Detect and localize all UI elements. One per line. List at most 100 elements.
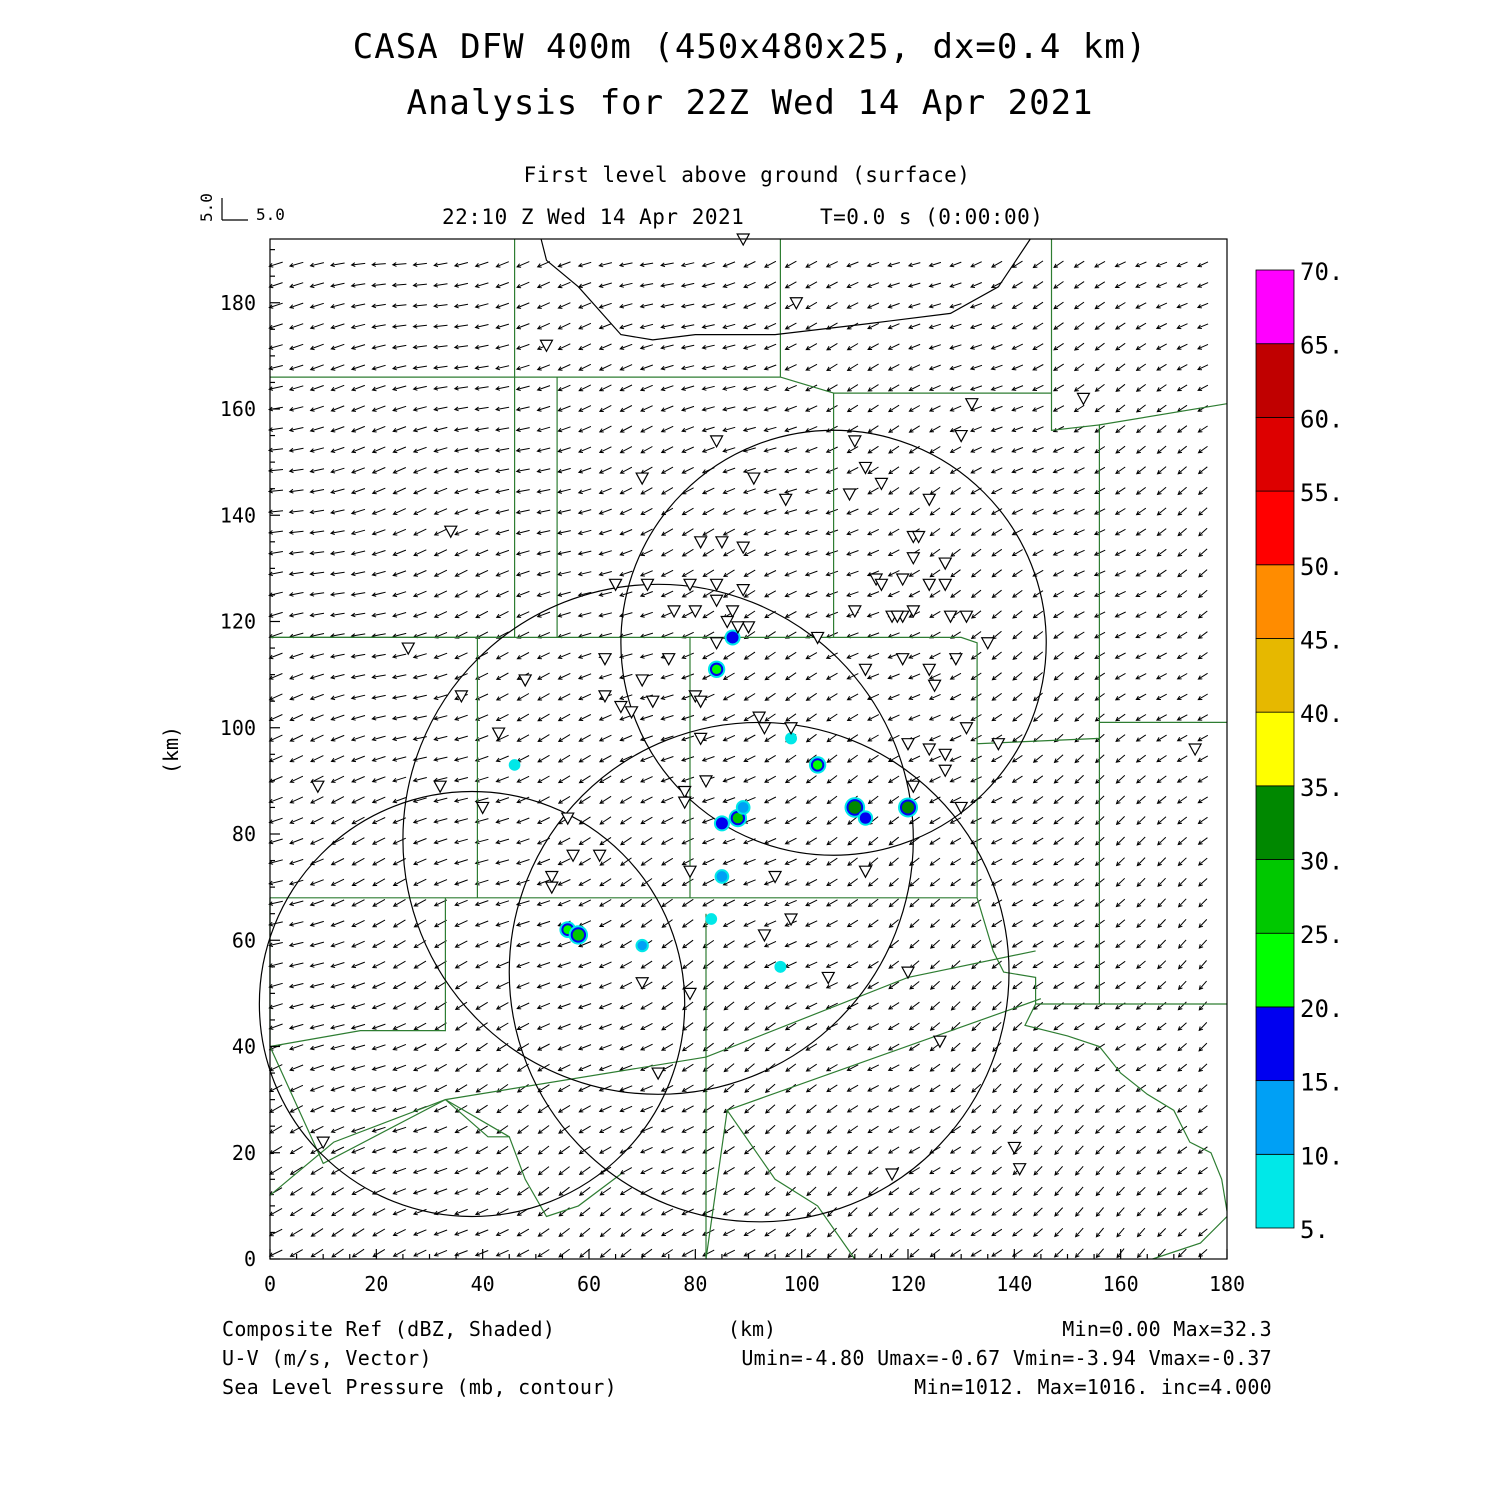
wind-vector xyxy=(785,713,797,722)
wind-vector xyxy=(1012,1083,1022,1094)
wind-vector xyxy=(330,1003,345,1009)
colorbar-swatch xyxy=(1255,269,1295,345)
wind-vector xyxy=(577,1003,592,1010)
wind-vector xyxy=(495,488,510,494)
wind-vector xyxy=(557,261,571,268)
wind-vector xyxy=(763,508,777,515)
county-boundary xyxy=(1152,1216,1228,1260)
wind-vector xyxy=(949,776,962,783)
station-marker xyxy=(401,642,416,656)
wind-vector xyxy=(412,1147,427,1154)
wind-vector xyxy=(970,446,982,453)
wind-vector xyxy=(578,302,592,309)
wind-vector xyxy=(495,427,510,432)
wind-vector xyxy=(1155,673,1167,680)
wind-vector xyxy=(578,1084,592,1092)
wind-vector xyxy=(660,756,674,762)
wind-vector xyxy=(578,363,592,371)
wind-vector xyxy=(969,323,983,330)
wind-vector xyxy=(391,303,407,309)
colorbar-swatch xyxy=(1255,1153,1295,1229)
wind-vector xyxy=(825,384,838,392)
wind-vector xyxy=(785,1248,797,1258)
wind-vector xyxy=(784,858,797,865)
wind-vector xyxy=(330,734,345,742)
wind-vector xyxy=(329,262,345,268)
wind-vector xyxy=(556,550,571,556)
wind-vector xyxy=(784,281,797,289)
station-marker xyxy=(683,987,698,1001)
wind-vector xyxy=(825,404,838,412)
wind-vector xyxy=(1198,939,1208,949)
wind-vector xyxy=(1157,857,1167,867)
wind-vector xyxy=(434,940,447,948)
wind-vector xyxy=(888,877,899,887)
wind-vector xyxy=(619,735,633,742)
wind-vector xyxy=(805,260,818,268)
wind-vector xyxy=(1197,1146,1208,1154)
colorbar-swatch xyxy=(1255,416,1295,492)
wind-vector xyxy=(888,466,900,475)
wind-vector xyxy=(991,1145,1002,1155)
plot-frame xyxy=(269,238,1228,1260)
wind-vector xyxy=(1156,363,1167,371)
wind-vector xyxy=(268,427,283,432)
wind-vector xyxy=(1177,1207,1188,1216)
wind-vector xyxy=(970,426,982,433)
wind-vector xyxy=(371,1147,386,1154)
wind-vector xyxy=(1177,960,1187,970)
wind-vector xyxy=(413,508,427,515)
vector-ref-x: 5.0 xyxy=(256,205,285,224)
axes: 0 20 40 60 80 100 120 140 160 1800204060801001201… xyxy=(220,249,1245,1296)
wind-vector xyxy=(1197,384,1209,391)
wind-vector xyxy=(268,282,283,289)
wind-vector xyxy=(1177,548,1188,557)
wind-vector xyxy=(392,591,407,598)
wind-vector xyxy=(867,445,879,454)
wind-vector xyxy=(350,571,366,577)
wind-vector xyxy=(578,1145,591,1155)
wind-vector xyxy=(763,364,777,371)
wind-vector xyxy=(701,324,715,329)
wind-vector xyxy=(578,1166,591,1176)
station-marker xyxy=(709,637,724,651)
wind-vector xyxy=(949,303,962,309)
wind-vector xyxy=(825,940,838,948)
wind-vector xyxy=(743,549,756,556)
wind-vector xyxy=(826,1104,838,1114)
station-marker xyxy=(784,913,799,927)
wind-vector xyxy=(990,817,1003,824)
wind-vector xyxy=(1033,1083,1043,1094)
wind-vector xyxy=(722,528,736,536)
wind-vector xyxy=(1073,672,1085,681)
colorbar-label: 60. xyxy=(1300,405,1343,433)
wind-vector xyxy=(1197,734,1209,742)
wind-vector xyxy=(433,838,448,845)
wind-vector xyxy=(536,817,550,824)
wind-vector xyxy=(1136,445,1146,454)
wind-vector xyxy=(806,1125,817,1135)
wind-vector xyxy=(598,323,612,330)
wind-vector xyxy=(599,1207,612,1217)
wind-vector xyxy=(887,404,900,413)
wind-vector xyxy=(1136,877,1146,887)
county-boundary xyxy=(269,897,446,1048)
wind-vector xyxy=(1177,1146,1188,1154)
wind-vector xyxy=(517,1104,529,1114)
wind-vector xyxy=(970,1228,982,1237)
wind-vector xyxy=(969,385,983,391)
wind-vector xyxy=(784,941,797,948)
wind-vector xyxy=(350,488,366,495)
wind-vector xyxy=(763,817,777,824)
wind-vector xyxy=(640,1167,653,1175)
wind-vector xyxy=(908,1022,920,1031)
wind-vector xyxy=(371,550,386,556)
wind-vector xyxy=(433,262,448,268)
wind-vector xyxy=(723,1022,735,1032)
wind-vector xyxy=(268,323,283,330)
wind-vector xyxy=(453,365,469,370)
station-marker xyxy=(709,578,724,592)
wind-vector xyxy=(867,1187,879,1196)
wind-vector xyxy=(495,570,509,577)
wind-vector xyxy=(1136,1227,1146,1238)
